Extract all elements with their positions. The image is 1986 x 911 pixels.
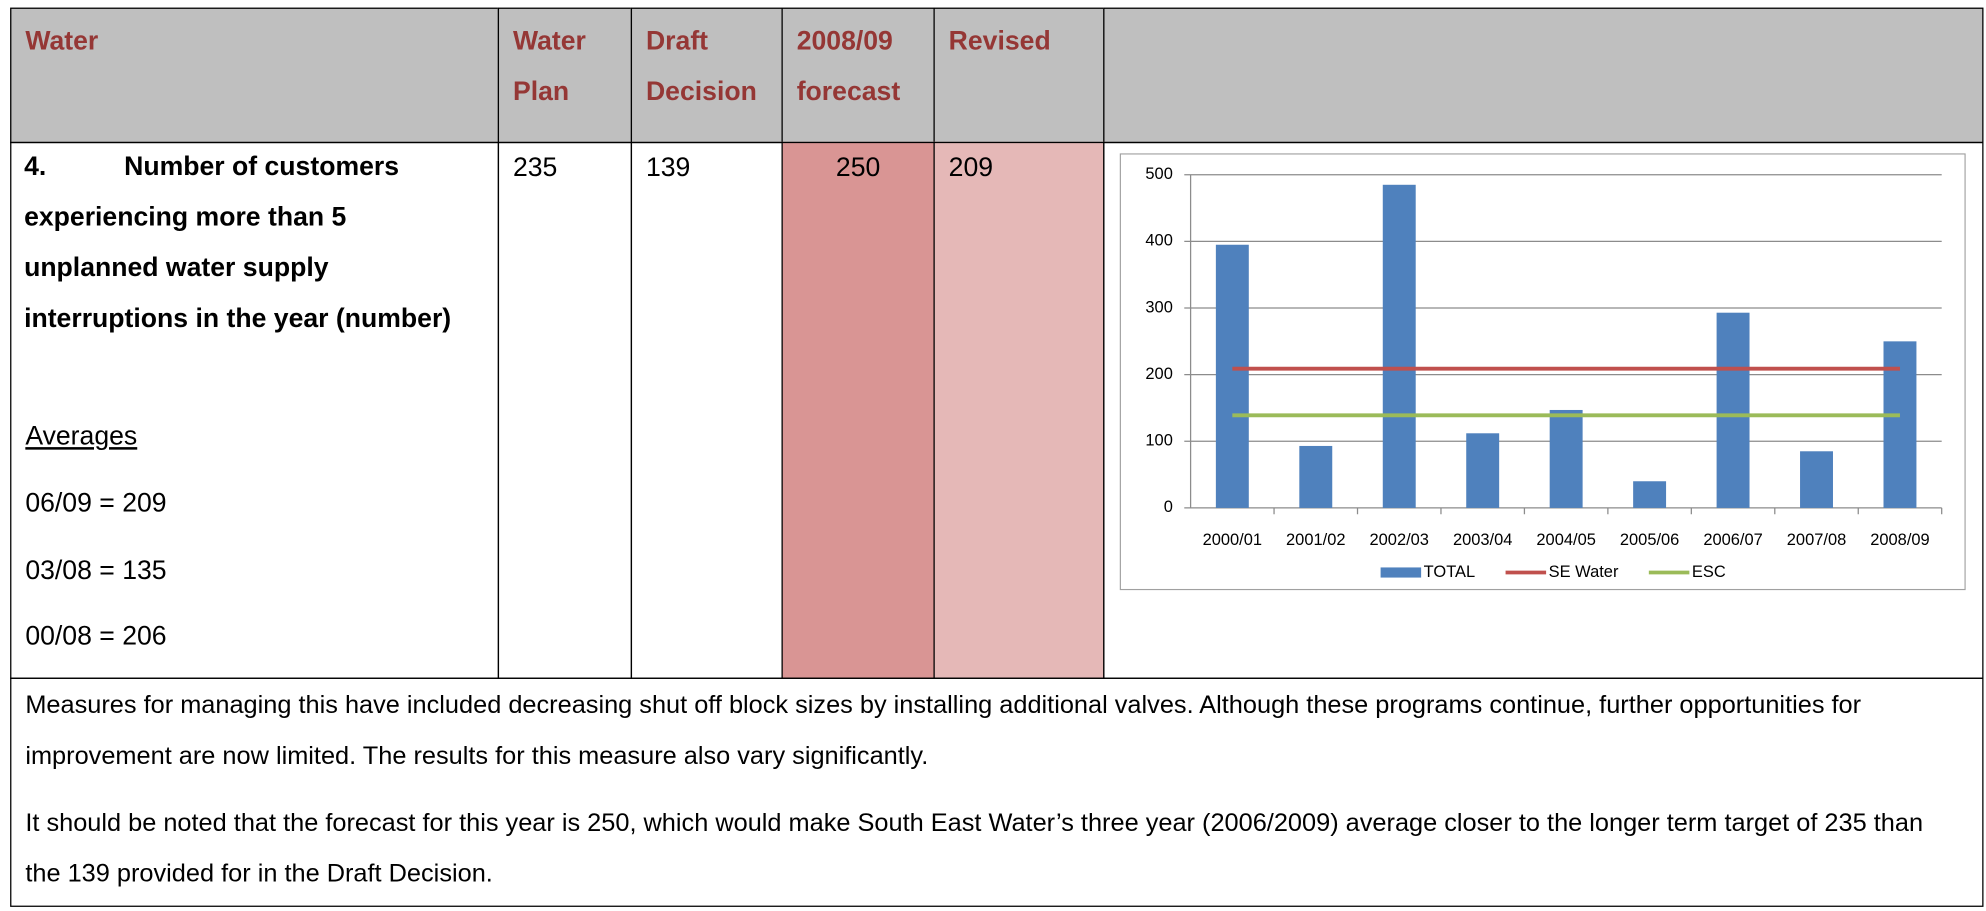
x-tick-label: 2006/07 [1703, 531, 1762, 549]
header-text: Revised [948, 26, 1051, 56]
x-tick-label: 2003/04 [1453, 531, 1512, 549]
average-line: 03/08 = 135 [25, 556, 167, 586]
bar [1883, 341, 1917, 508]
value-cell: 209 [933, 141, 1105, 679]
y-tick-label: 200 [1145, 365, 1172, 383]
bar [1800, 451, 1833, 508]
header-cell: Revised [933, 7, 1105, 144]
legend-label: ESC [1692, 563, 1726, 581]
x-tick-label: 2008/09 [1870, 531, 1929, 549]
bar [1215, 244, 1249, 508]
bar [1716, 312, 1750, 508]
note-paragraph: It should be noted that the forecast for… [25, 809, 1924, 888]
x-tick-label: 2004/05 [1536, 531, 1595, 549]
header-text: Water Plan [512, 26, 586, 107]
x-tick-label: 2005/06 [1620, 531, 1679, 549]
value-cell: 250 [781, 141, 935, 679]
legend-label: SE Water [1549, 563, 1619, 581]
y-tick-label: 400 [1145, 232, 1172, 250]
legend-swatch [1380, 567, 1422, 578]
chart: 0 100 200 300 400 500 2000/01 2001/02 2002/03 200… [1119, 153, 1966, 591]
x-tick-label: 2001/02 [1286, 531, 1345, 549]
averages-heading: Averages [25, 421, 138, 451]
value-text: 250 [835, 153, 881, 183]
header-cell [1103, 7, 1984, 144]
value-cell: 139 [630, 141, 783, 679]
notes-cell [10, 677, 1984, 907]
value-cell: 235 [497, 141, 633, 679]
header-cell: Water Plan [497, 7, 633, 144]
header-cell: Water [10, 7, 500, 144]
header-text: Water [25, 26, 99, 56]
chart-frame [1119, 153, 1966, 591]
bar [1466, 433, 1500, 508]
item-number: 4. [24, 151, 47, 182]
average-line: 00/08 = 206 [25, 621, 167, 652]
value-text: 235 [512, 153, 558, 183]
header-cell: Draft Decision [630, 7, 783, 144]
note-paragraph: Measures for managing this have included… [25, 691, 1862, 771]
x-tick-label: 2000/01 [1203, 531, 1262, 549]
value-text: 209 [948, 153, 994, 183]
value-text: 139 [645, 153, 691, 183]
item-label: Number of customers experiencing more th… [24, 151, 452, 334]
header-text: Draft Decision [645, 26, 757, 107]
header-text: 2008/09 forecast [796, 26, 901, 107]
row-label: 4. Number of customers experiencing more … [10, 142, 498, 345]
x-tick-label: 2007/08 [1787, 531, 1846, 549]
bar [1382, 184, 1416, 508]
header-cell: 2008/09 forecast [781, 7, 935, 144]
bar [1299, 445, 1333, 508]
legend-label: TOTAL [1424, 563, 1476, 581]
x-tick-label: 2002/03 [1369, 531, 1428, 549]
average-line: 06/09 = 209 [25, 488, 167, 519]
y-tick-label: 100 [1145, 432, 1172, 450]
y-tick-label: 500 [1145, 165, 1172, 183]
y-tick-label: 0 [1164, 498, 1173, 516]
bar [1633, 481, 1667, 508]
y-tick-label: 300 [1145, 298, 1172, 316]
bar [1549, 409, 1583, 508]
